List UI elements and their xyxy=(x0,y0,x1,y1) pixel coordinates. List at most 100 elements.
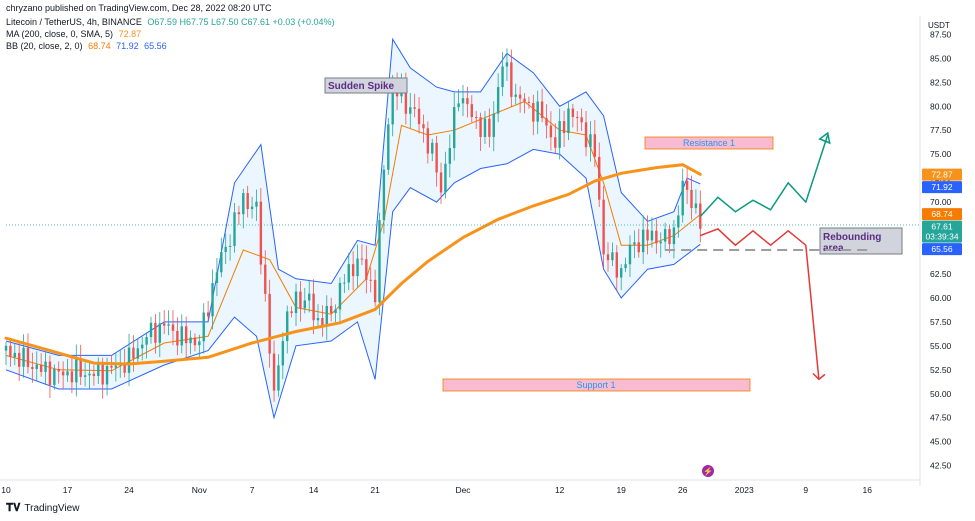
price-tag xyxy=(922,181,962,194)
candle-body xyxy=(4,345,8,351)
candle-body xyxy=(496,87,500,114)
candle-body xyxy=(127,347,131,373)
candle-body xyxy=(637,242,640,253)
candle-body xyxy=(488,118,491,137)
candle-body xyxy=(237,212,241,215)
candle-body xyxy=(70,371,74,383)
candle-body xyxy=(690,189,693,209)
candle-body xyxy=(461,98,465,104)
candle-body xyxy=(453,107,456,149)
candle-body xyxy=(514,94,517,97)
price-tag xyxy=(922,168,962,181)
y-tick-label: 52.50 xyxy=(930,365,952,375)
candle-body xyxy=(264,264,267,294)
candle-body xyxy=(382,169,386,221)
candle-body xyxy=(176,330,179,346)
y-tick-label: 77.50 xyxy=(930,125,952,135)
candle-body xyxy=(677,215,680,228)
bollinger-band-fill xyxy=(6,39,701,418)
sudden-spike-box xyxy=(324,77,408,94)
price-tag xyxy=(922,208,962,221)
candle-body xyxy=(624,264,627,269)
candle-body xyxy=(57,368,60,372)
candle-body xyxy=(505,62,509,67)
candle-body xyxy=(149,322,153,338)
resistance-box xyxy=(644,136,774,150)
candle-body xyxy=(532,102,535,122)
candle-body xyxy=(154,322,157,343)
candle-body xyxy=(351,264,355,277)
x-tick-label: 9 xyxy=(803,485,808,495)
candle-body xyxy=(576,116,579,118)
price-tag-label: 68.74 xyxy=(931,209,953,219)
candle-body xyxy=(650,230,654,241)
candle-body xyxy=(224,246,227,253)
candle-body xyxy=(369,279,372,281)
bb-mid-value: 68.74 xyxy=(88,41,111,51)
candle-body xyxy=(22,347,25,367)
candle-body xyxy=(558,121,561,148)
candle-body xyxy=(272,353,276,391)
candle-body xyxy=(17,352,21,367)
tradingview-logo-icon: 𝐓𝐕 xyxy=(6,502,21,514)
candle-body xyxy=(79,358,82,377)
candle-body xyxy=(417,108,421,125)
x-tick-label: 26 xyxy=(678,485,688,495)
candle-body xyxy=(198,341,201,346)
candle-body xyxy=(312,293,315,321)
candle-body xyxy=(35,364,38,369)
candle-body xyxy=(75,358,78,383)
candle-body xyxy=(549,125,553,138)
candle-body xyxy=(39,364,43,372)
y-tick-label: 85.00 xyxy=(930,53,952,63)
candle-body xyxy=(646,229,649,241)
y-tick-label: 55.00 xyxy=(930,341,952,351)
candle-body xyxy=(180,326,183,346)
candle-body xyxy=(365,259,368,280)
candle-body xyxy=(448,148,452,164)
ohlc-values: O67.59 H67.75 L67.50 C67.61 +0.03 (+0.04… xyxy=(147,17,335,27)
candle-body xyxy=(492,113,495,137)
candle-body xyxy=(422,124,425,129)
y-tick-label: 42.50 xyxy=(930,461,952,471)
candle-body xyxy=(655,230,658,244)
symbol-name: Litecoin / TetherUS, 4h, BINANCE xyxy=(6,17,142,27)
candle-body xyxy=(228,245,232,247)
candle-body xyxy=(474,117,478,119)
support-label: Support 1 xyxy=(576,380,615,390)
candle-body xyxy=(184,326,188,344)
candle-body xyxy=(316,318,320,321)
candle-body xyxy=(554,137,557,148)
candle-body xyxy=(101,362,104,385)
candle-body xyxy=(536,101,539,122)
candle-body xyxy=(233,212,236,246)
candle-body xyxy=(694,203,698,209)
candle-body xyxy=(66,371,69,376)
candle-body xyxy=(628,244,632,265)
candle-body xyxy=(281,341,285,366)
x-tick-label: 2023 xyxy=(735,485,754,495)
x-tick-label: 17 xyxy=(63,485,73,495)
rebounding-label-2: area xyxy=(823,243,844,254)
candle-body xyxy=(13,352,16,358)
candle-body xyxy=(479,117,482,138)
x-tick-label: 7 xyxy=(250,485,255,495)
event-bolt-icon: ⚡ xyxy=(703,466,713,476)
y-tick-label: 60.00 xyxy=(930,293,952,303)
candle-body xyxy=(606,254,610,261)
bb-label: BB (20, close, 2, 0) xyxy=(6,41,83,51)
candle-body xyxy=(545,118,548,126)
candle-body xyxy=(259,201,263,265)
bb-upper-value: 71.92 xyxy=(116,41,139,51)
y-tick-label: 82.50 xyxy=(930,77,952,87)
candle-body xyxy=(202,312,205,342)
candle-body xyxy=(347,264,350,283)
candle-body xyxy=(413,107,416,109)
candle-body xyxy=(26,347,30,367)
candle-body xyxy=(510,62,513,97)
candle-body xyxy=(206,312,210,317)
candle-body xyxy=(633,242,636,245)
x-tick-label: 16 xyxy=(863,485,873,495)
ma-value: 72.87 xyxy=(118,29,142,39)
